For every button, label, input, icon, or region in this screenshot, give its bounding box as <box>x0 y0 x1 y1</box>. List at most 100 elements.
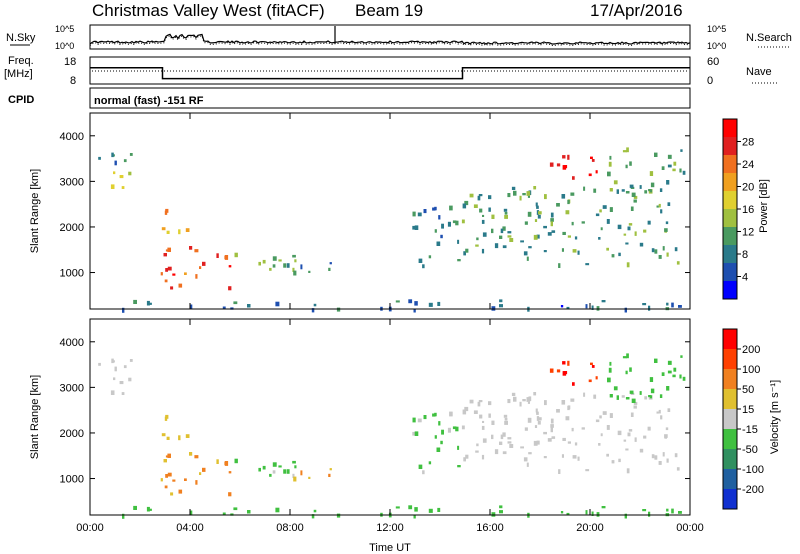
power-echo-cell <box>477 195 481 201</box>
power-echo-cell <box>621 189 625 192</box>
velocity-echo-cell <box>656 411 659 414</box>
velocity-echo-cell <box>607 377 611 383</box>
power-echo-cell <box>561 248 564 252</box>
power-echo-cell <box>682 170 686 175</box>
power-echo-cell <box>412 211 416 217</box>
colorbar-segment <box>723 349 737 370</box>
velocity-echo-cell <box>600 433 603 437</box>
power-echo-cell <box>447 221 451 227</box>
colorbar-tick-label: -50 <box>742 444 758 456</box>
velocity-echo-cell <box>481 425 485 430</box>
power-echo-cell <box>658 255 662 259</box>
velocity-echo-cell <box>625 397 630 400</box>
velocity-echo-cell <box>504 418 508 421</box>
power-echo-cell <box>463 251 466 256</box>
colorbar-segment <box>723 119 737 138</box>
power-echo-cell <box>526 191 531 196</box>
power-echo-cell <box>272 256 277 261</box>
power-echo-cell <box>617 224 622 230</box>
power-echo-cell <box>184 272 187 275</box>
colorbar-tick-label: 28 <box>742 137 754 149</box>
power-echo-cell <box>673 161 677 166</box>
power-echo-cell <box>667 164 672 168</box>
power-echo-cell <box>111 152 114 158</box>
velocity-echo-cell <box>571 427 574 432</box>
power-echo-cell <box>679 168 682 173</box>
power-echo-cell <box>110 184 115 189</box>
velocity-echo-cell <box>648 395 651 398</box>
power-echo-cell <box>591 159 595 162</box>
colorbar-tick-label: -100 <box>742 464 764 476</box>
velocity-echo-cell <box>574 442 578 446</box>
power-echo-cell <box>418 258 423 263</box>
beam-label: Beam 19 <box>355 1 423 20</box>
power-echo-cell <box>550 218 554 222</box>
colorbar-segment <box>723 281 737 300</box>
power-echo-cell <box>417 212 422 217</box>
power-echo-cell <box>300 264 303 270</box>
velocity-echo-cell <box>269 473 272 477</box>
power-echo-cell <box>165 208 169 213</box>
velocity-echo-cell <box>536 416 540 421</box>
power-echo-cell <box>222 306 226 310</box>
velocity-echo-cell <box>294 465 297 469</box>
power-echo-cell <box>308 270 311 273</box>
power-echo-cell <box>262 259 266 264</box>
power-echo-cell <box>475 244 479 247</box>
velocity-echo-cell <box>228 471 232 474</box>
power-echo-cell <box>413 308 416 313</box>
power-echo-cell <box>593 188 597 193</box>
velocity-echo-cell <box>507 399 511 404</box>
velocity-echo-cell <box>494 449 499 455</box>
power-echo-cell <box>599 209 602 213</box>
velocity-echo-cell <box>550 418 554 424</box>
power-echo-cell <box>591 305 594 310</box>
power-echo-cell <box>680 149 683 152</box>
power-echo-cell <box>166 230 170 234</box>
power-echo-cell <box>224 255 229 260</box>
velocity-echo-cell <box>292 473 295 478</box>
velocity-echo-cell <box>160 478 163 482</box>
power-echo-cell <box>639 185 642 189</box>
velocity-echo-cell <box>666 508 669 512</box>
velocity-echo-cell <box>491 434 494 440</box>
velocity-echo-cell <box>671 508 674 514</box>
y-tick-label: 3000 <box>60 176 84 188</box>
power-panel: 4000 3000 2000 1000 Slant Range [km] 28 24 20… <box>29 112 770 313</box>
velocity-echo-cell <box>674 453 678 458</box>
power-echo-cell <box>258 261 261 266</box>
power-echo-cell <box>647 220 651 225</box>
power-echo-cell <box>121 186 125 189</box>
velocity-echo-cell <box>666 386 670 391</box>
velocity-echo-cell <box>625 448 629 451</box>
velocity-echo-cell <box>666 458 669 463</box>
velocity-echo-cell <box>166 436 170 440</box>
cpid-value: normal (fast) -151 RF <box>94 95 204 107</box>
freq-tick-top: 18 <box>64 56 76 68</box>
power-echo-cell <box>567 154 570 160</box>
power-echo-cell <box>461 219 465 224</box>
velocity-echo-cell <box>222 512 226 516</box>
power-echo-cell <box>434 229 437 233</box>
power-echo-cell <box>432 207 436 211</box>
velocity-echo-cell <box>563 371 568 375</box>
power-echo-cell <box>294 259 297 263</box>
power-echo-cell <box>178 283 183 288</box>
y-tick-label: 1000 <box>60 268 84 280</box>
velocity-echo-cell <box>549 368 554 373</box>
velocity-echo-cell <box>502 451 507 455</box>
power-echo-cell <box>535 202 538 207</box>
velocity-echo-cell <box>123 365 127 369</box>
power-echo-cell <box>163 253 167 257</box>
velocity-echo-cell <box>520 446 524 449</box>
power-echo-cell <box>329 262 332 265</box>
power-echo-cell <box>491 214 495 219</box>
power-echo-cell <box>596 306 600 311</box>
velocity-echo-cell <box>167 472 172 477</box>
power-echo-cell <box>534 219 538 222</box>
velocity-echo-cell <box>272 462 277 467</box>
power-echo-cell <box>422 264 425 269</box>
power-echo-cell <box>98 156 101 160</box>
power-echo-cell <box>161 227 166 231</box>
colorbar-tick-label: 4 <box>742 272 748 284</box>
